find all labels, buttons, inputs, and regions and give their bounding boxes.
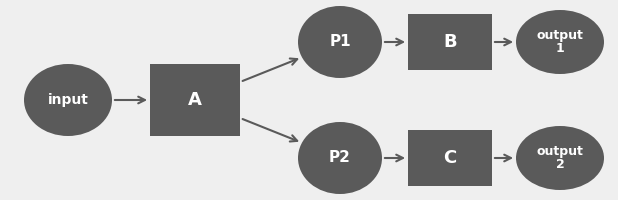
Ellipse shape: [24, 64, 112, 136]
Ellipse shape: [298, 122, 382, 194]
Text: output
2: output 2: [536, 144, 583, 171]
Text: P1: P1: [329, 34, 351, 49]
FancyBboxPatch shape: [408, 14, 492, 70]
Text: B: B: [443, 33, 457, 51]
Ellipse shape: [516, 126, 604, 190]
Text: output
1: output 1: [536, 28, 583, 55]
FancyBboxPatch shape: [408, 130, 492, 186]
Text: P2: P2: [329, 150, 351, 166]
Text: C: C: [443, 149, 457, 167]
Text: input: input: [48, 93, 88, 107]
FancyBboxPatch shape: [150, 64, 240, 136]
Ellipse shape: [516, 10, 604, 74]
Ellipse shape: [298, 6, 382, 78]
Text: A: A: [188, 91, 202, 109]
